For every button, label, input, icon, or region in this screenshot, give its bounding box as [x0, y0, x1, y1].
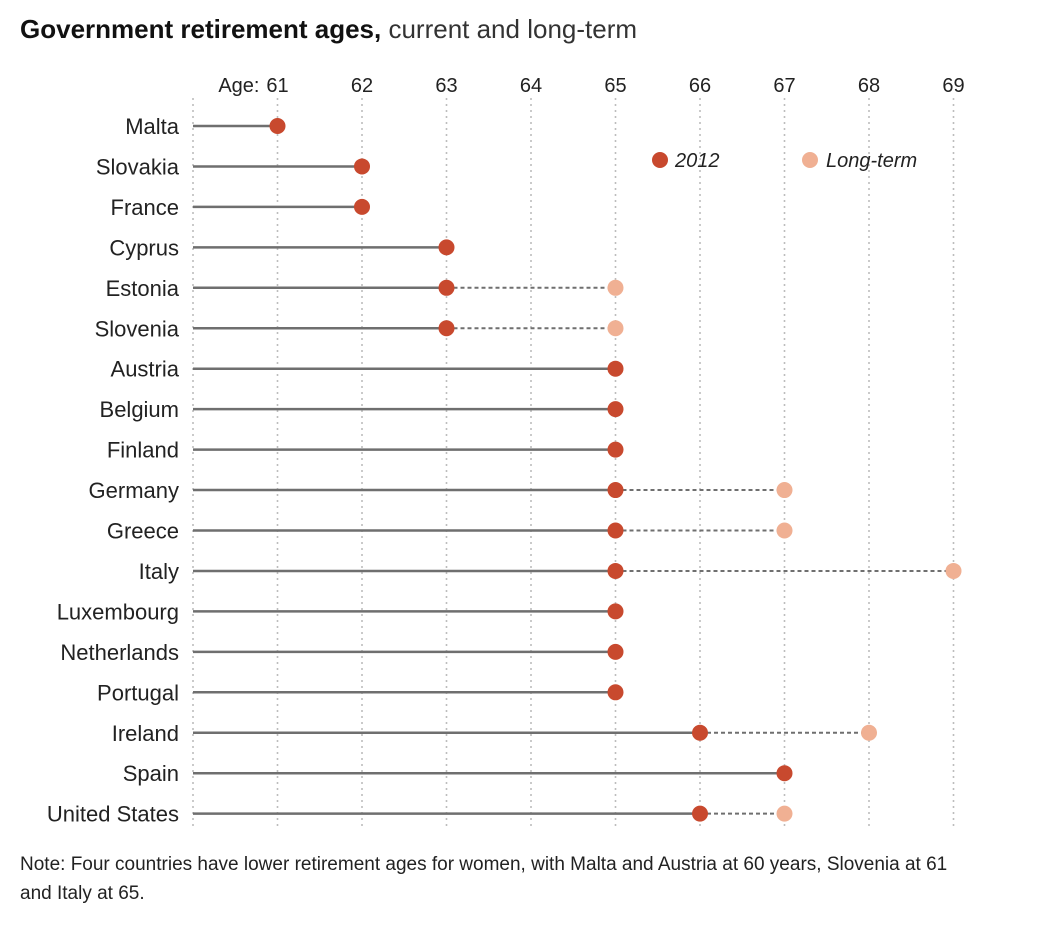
- chart-title-main: Government retirement ages,: [20, 14, 382, 44]
- axis-prefix-label: Age:: [218, 75, 259, 97]
- country-label-cyprus: Cyprus: [109, 235, 179, 260]
- country-label-portugal: Portugal: [97, 680, 179, 705]
- current-dot-portugal: [607, 684, 624, 701]
- legend-label-2012: 2012: [674, 150, 720, 172]
- current-dot-greece: [607, 522, 624, 539]
- longterm-dot-italy: [945, 562, 962, 579]
- country-label-austria: Austria: [111, 357, 180, 382]
- country-label-belgium: Belgium: [100, 397, 179, 422]
- chart-note: Note: Four countries have lower retireme…: [20, 854, 948, 904]
- current-dot-spain: [776, 765, 793, 782]
- country-label-ireland: Ireland: [112, 721, 179, 746]
- tick-label-66: 66: [689, 75, 711, 97]
- tick-label-69: 69: [942, 75, 964, 97]
- country-label-greece: Greece: [107, 519, 179, 544]
- current-dot-slovakia: [354, 158, 370, 175]
- chart-title-sub: current and long-term: [381, 14, 638, 44]
- legend-dot-long-term: [802, 152, 818, 168]
- country-label-luxembourg: Luxembourg: [57, 599, 179, 624]
- country-label-spain: Spain: [123, 761, 179, 786]
- current-dot-netherlands: [607, 643, 624, 660]
- current-dot-belgium: [607, 401, 624, 418]
- longterm-dot-ireland: [861, 724, 877, 741]
- country-label-united-states: United States: [47, 802, 179, 827]
- current-dot-austria: [607, 360, 624, 377]
- country-label-malta: Malta: [125, 114, 180, 139]
- country-label-germany: Germany: [89, 478, 179, 503]
- tick-label-62: 62: [351, 75, 373, 97]
- current-dot-united-states: [692, 805, 708, 822]
- current-dot-france: [354, 198, 370, 215]
- current-dot-italy: [607, 562, 624, 579]
- legend-dot-2012: [652, 152, 668, 168]
- current-dot-cyprus: [438, 239, 455, 256]
- country-label-finland: Finland: [107, 438, 179, 463]
- current-dot-estonia: [438, 279, 455, 296]
- longterm-dot-germany: [776, 482, 793, 499]
- tick-label-64: 64: [520, 75, 542, 97]
- country-label-netherlands: Netherlands: [60, 640, 179, 665]
- current-dot-ireland: [692, 724, 708, 741]
- tick-label-67: 67: [773, 75, 795, 97]
- current-dot-germany: [607, 482, 624, 499]
- legend-label-long-term: Long-term: [826, 150, 917, 172]
- current-dot-slovenia: [438, 320, 455, 337]
- current-dot-luxembourg: [607, 603, 624, 620]
- tick-label-63: 63: [435, 75, 457, 97]
- tick-label-68: 68: [858, 75, 880, 97]
- country-label-slovenia: Slovenia: [95, 316, 180, 341]
- country-label-estonia: Estonia: [106, 276, 180, 301]
- longterm-dot-united-states: [776, 805, 793, 822]
- country-label-slovakia: Slovakia: [96, 154, 180, 179]
- tick-label-65: 65: [604, 75, 626, 97]
- longterm-dot-estonia: [607, 279, 624, 296]
- longterm-dot-greece: [776, 522, 793, 539]
- longterm-dot-slovenia: [607, 320, 624, 337]
- current-dot-malta: [269, 118, 286, 134]
- country-label-italy: Italy: [139, 559, 179, 584]
- chart-title: Government retirement ages, current and …: [20, 14, 637, 45]
- country-label-france: France: [111, 195, 179, 220]
- current-dot-finland: [607, 441, 624, 458]
- tick-label-61: 61: [266, 75, 288, 97]
